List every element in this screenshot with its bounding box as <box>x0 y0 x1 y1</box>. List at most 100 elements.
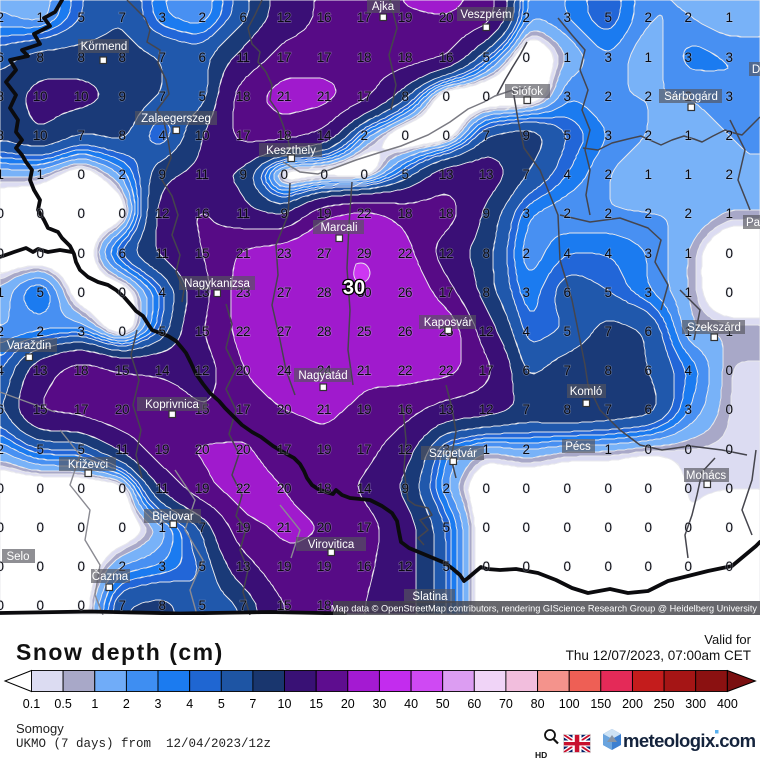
svg-text:19: 19 <box>317 442 331 457</box>
svg-text:Sárbogárd: Sárbogárd <box>664 91 718 103</box>
svg-text:0: 0 <box>604 481 611 496</box>
svg-text:0: 0 <box>77 167 84 182</box>
svg-text:4: 4 <box>0 363 4 378</box>
svg-text:0: 0 <box>36 481 43 496</box>
svg-text:22: 22 <box>236 324 250 339</box>
svg-text:0: 0 <box>563 481 570 496</box>
svg-text:17: 17 <box>479 363 493 378</box>
svg-text:11: 11 <box>155 246 168 261</box>
svg-text:1: 1 <box>684 246 691 261</box>
svg-text:2: 2 <box>644 89 651 104</box>
svg-text:0: 0 <box>442 89 449 104</box>
svg-text:20: 20 <box>341 697 355 711</box>
svg-text:0: 0 <box>0 481 4 496</box>
svg-text:0: 0 <box>77 246 84 261</box>
svg-text:2: 2 <box>684 206 691 221</box>
svg-text:19: 19 <box>277 559 291 574</box>
svg-text:60: 60 <box>467 697 481 711</box>
svg-text:Križevci: Križevci <box>68 459 108 471</box>
svg-text:27: 27 <box>277 324 291 339</box>
svg-text:Pécs: Pécs <box>565 441 591 453</box>
svg-text:21: 21 <box>277 520 291 535</box>
svg-text:3: 3 <box>644 246 651 261</box>
svg-text:2: 2 <box>118 167 125 182</box>
svg-text:0: 0 <box>604 559 611 574</box>
svg-text:2: 2 <box>644 10 651 25</box>
svg-text:0: 0 <box>482 89 489 104</box>
svg-text:1: 1 <box>604 442 611 457</box>
svg-text:3: 3 <box>684 50 691 65</box>
svg-text:21: 21 <box>317 402 331 417</box>
svg-text:6: 6 <box>644 363 651 378</box>
svg-text:1: 1 <box>725 206 732 221</box>
svg-text:0: 0 <box>320 167 327 182</box>
svg-text:6: 6 <box>239 10 246 25</box>
svg-text:2: 2 <box>725 128 732 143</box>
svg-text:0: 0 <box>0 559 4 574</box>
svg-text:5: 5 <box>442 520 449 535</box>
svg-text:21: 21 <box>236 246 250 261</box>
svg-text:9: 9 <box>239 167 246 182</box>
svg-text:5: 5 <box>482 50 489 65</box>
svg-text:100: 100 <box>559 697 580 711</box>
svg-text:16: 16 <box>398 402 412 417</box>
svg-text:12: 12 <box>155 206 169 221</box>
svg-text:50: 50 <box>436 697 450 711</box>
svg-text:0: 0 <box>604 520 611 535</box>
svg-text:0: 0 <box>563 520 570 535</box>
svg-text:2: 2 <box>198 10 205 25</box>
svg-text:6: 6 <box>644 324 651 339</box>
svg-text:1: 1 <box>36 167 43 182</box>
svg-text:1: 1 <box>0 167 4 182</box>
svg-text:22: 22 <box>398 246 412 261</box>
svg-text:15: 15 <box>309 697 323 711</box>
svg-text:0: 0 <box>77 598 84 613</box>
svg-text:25: 25 <box>357 324 371 339</box>
svg-text:0: 0 <box>77 559 84 574</box>
svg-text:9: 9 <box>401 481 408 496</box>
svg-text:0: 0 <box>77 520 84 535</box>
svg-text:4: 4 <box>563 167 571 182</box>
svg-text:11: 11 <box>115 442 128 457</box>
svg-text:HD: HD <box>535 750 547 760</box>
svg-text:0: 0 <box>482 481 489 496</box>
svg-text:4: 4 <box>522 324 530 339</box>
svg-text:9: 9 <box>522 128 529 143</box>
svg-text:6: 6 <box>0 50 4 65</box>
svg-text:18: 18 <box>439 206 453 221</box>
svg-text:3: 3 <box>155 697 162 711</box>
svg-text:2: 2 <box>36 324 43 339</box>
svg-text:Szigetvár: Szigetvár <box>429 448 477 460</box>
svg-text:0: 0 <box>644 481 651 496</box>
svg-text:0: 0 <box>442 128 449 143</box>
svg-text:5: 5 <box>198 559 205 574</box>
svg-text:8: 8 <box>482 285 489 300</box>
svg-text:9: 9 <box>158 167 165 182</box>
svg-text:14: 14 <box>317 128 332 143</box>
svg-text:16: 16 <box>357 559 371 574</box>
svg-text:11: 11 <box>236 206 249 221</box>
svg-text:2: 2 <box>563 206 570 221</box>
svg-text:Szekszárd: Szekszárd <box>687 322 741 334</box>
svg-text:3: 3 <box>563 10 570 25</box>
svg-text:Varaždin: Varaždin <box>7 340 52 352</box>
svg-text:30: 30 <box>372 697 386 711</box>
svg-text:1: 1 <box>684 128 691 143</box>
svg-text:5: 5 <box>563 324 570 339</box>
svg-text:19: 19 <box>195 481 209 496</box>
svg-text:0: 0 <box>725 559 732 574</box>
svg-text:7: 7 <box>522 402 529 417</box>
svg-text:0: 0 <box>644 559 651 574</box>
svg-text:30: 30 <box>357 285 371 300</box>
svg-text:2: 2 <box>522 10 529 25</box>
svg-text:12: 12 <box>439 246 453 261</box>
svg-text:0: 0 <box>280 167 287 182</box>
svg-text:0: 0 <box>36 206 43 221</box>
svg-text:21: 21 <box>317 89 331 104</box>
svg-text:Čazma: Čazma <box>92 570 129 583</box>
svg-text:7: 7 <box>604 402 611 417</box>
svg-text:5: 5 <box>77 10 84 25</box>
svg-text:5: 5 <box>218 697 225 711</box>
svg-text:Pa: Pa <box>746 217 760 229</box>
svg-text:30: 30 <box>343 277 365 299</box>
